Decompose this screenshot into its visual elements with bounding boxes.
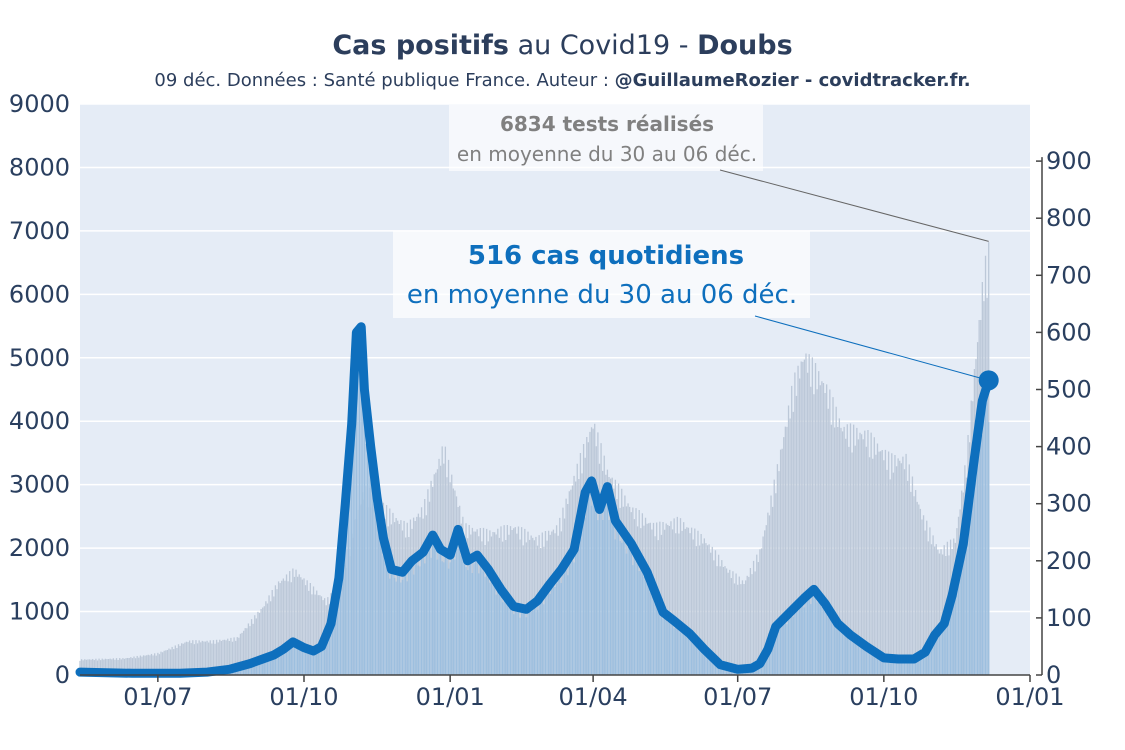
chart-title-mid: au Covid19 - — [509, 30, 698, 61]
x-tick-label: 01/07 — [123, 683, 192, 711]
chart-title-region: Doubs — [697, 30, 793, 61]
x-tick-label: 01/01 — [995, 683, 1064, 711]
y-left-tick-label: 1000 — [9, 598, 70, 626]
cases-line — [75, 322, 994, 678]
tests-annotation-arrow — [719, 169, 989, 242]
x-tick-label: 01/10 — [269, 683, 338, 711]
cases-annotation-box — [393, 231, 810, 318]
y-left-tick-label: 9000 — [9, 90, 70, 118]
cases-annotation-title: 516 cas quotidiens — [468, 241, 744, 271]
y-right-tick-label: 400 — [1046, 433, 1092, 461]
y-right-tick-label: 300 — [1046, 490, 1092, 518]
chart-subtitle-source: 09 déc. Données : Santé publique France.… — [154, 70, 615, 91]
y-right-tick-label: 900 — [1046, 147, 1092, 175]
cases-annotation: 516 cas quotidiens en moyenne du 30 au 06… — [393, 231, 989, 381]
y-left-axis: 0 1000 2000 3000 4000 5000 6000 7000 8000 9000 — [9, 90, 70, 689]
x-tick-label: 01/10 — [849, 683, 918, 711]
cases-bars — [79, 334, 990, 675]
y-left-tick-label: 0 — [55, 661, 70, 689]
cases-annotation-text: en moyenne du 30 au 06 déc. — [407, 280, 797, 310]
x-tick-label: 01/04 — [559, 683, 628, 711]
y-right-axis: 0 100 200 300 400 500 600 700 800 900 — [1036, 147, 1092, 689]
y-right-tick-label: 600 — [1046, 318, 1092, 346]
x-tick-label: 01/01 — [416, 683, 485, 711]
y-left-tick-label: 6000 — [9, 280, 70, 308]
tests-annotation: 6834 tests réalisés en moyenne du 30 au 0… — [449, 105, 989, 242]
y-right-tick-label: 200 — [1046, 547, 1092, 575]
y-left-tick-label: 5000 — [9, 344, 70, 372]
tests-annotation-text: en moyenne du 30 au 06 déc. — [457, 142, 757, 166]
y-right-tick-label: 100 — [1046, 604, 1092, 632]
y-right-tick-label: 700 — [1046, 261, 1092, 289]
y-left-tick-label: 4000 — [9, 407, 70, 435]
x-tick-label: 01/07 — [703, 683, 772, 711]
y-left-tick-label: 3000 — [9, 471, 70, 499]
tests-annotation-title: 6834 tests réalisés — [500, 112, 714, 136]
y-right-tick-label: 0 — [1046, 661, 1061, 689]
chart-subtitle-author: @GuillaumeRozier - covidtracker.fr. — [614, 70, 971, 91]
x-axis-ticks: 01/07 01/10 01/01 01/04 01/07 01/10 01/01 — [123, 675, 1065, 711]
chart-subtitle: 09 déc. Données : Santé publique France.… — [0, 70, 1125, 91]
chart-title: Cas positifs au Covid19 - Doubs — [0, 30, 1125, 61]
y-left-tick-label: 2000 — [9, 534, 70, 562]
y-right-tick-label: 500 — [1046, 376, 1092, 404]
y-right-tick-label: 800 — [1046, 204, 1092, 232]
chart-title-main: Cas positifs — [332, 30, 509, 61]
cases-annotation-arrow — [754, 315, 989, 381]
y-left-tick-label: 7000 — [9, 217, 70, 245]
tests-annotation-box — [449, 105, 763, 171]
y-left-tick-label: 8000 — [9, 153, 70, 181]
